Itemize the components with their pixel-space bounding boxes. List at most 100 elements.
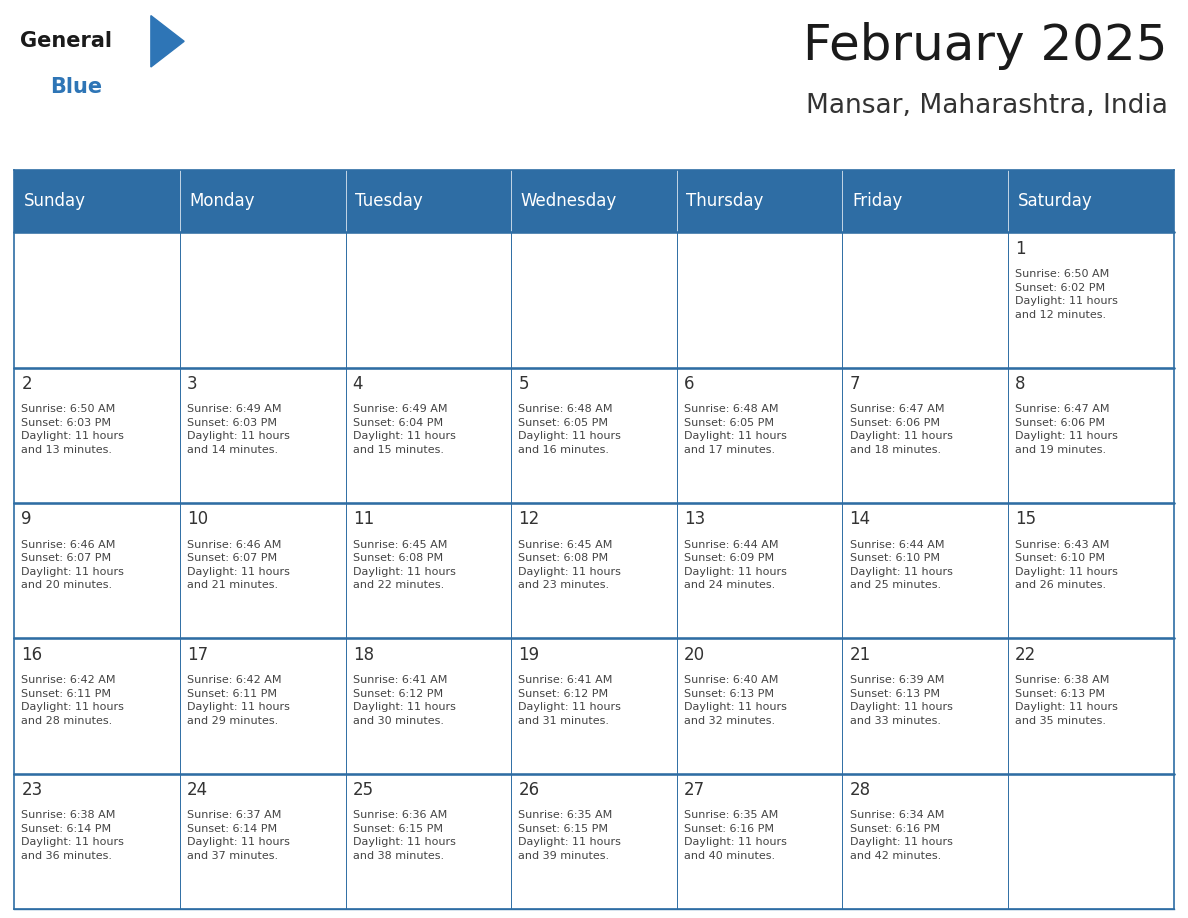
Bar (677, 638, 842, 774)
Bar (179, 367, 346, 503)
Text: Sunrise: 6:40 AM
Sunset: 6:13 PM
Daylight: 11 hours
and 32 minutes.: Sunrise: 6:40 AM Sunset: 6:13 PM Dayligh… (684, 675, 786, 726)
Text: Sunrise: 6:43 AM
Sunset: 6:10 PM
Daylight: 11 hours
and 26 minutes.: Sunrise: 6:43 AM Sunset: 6:10 PM Dayligh… (1016, 540, 1118, 590)
Text: Sunrise: 6:36 AM
Sunset: 6:15 PM
Daylight: 11 hours
and 38 minutes.: Sunrise: 6:36 AM Sunset: 6:15 PM Dayligh… (353, 811, 455, 861)
Bar (14, 232, 179, 367)
Text: Sunrise: 6:49 AM
Sunset: 6:03 PM
Daylight: 11 hours
and 14 minutes.: Sunrise: 6:49 AM Sunset: 6:03 PM Dayligh… (187, 404, 290, 455)
Text: 11: 11 (353, 510, 374, 528)
Text: 6: 6 (684, 375, 695, 393)
Text: Sunrise: 6:44 AM
Sunset: 6:09 PM
Daylight: 11 hours
and 24 minutes.: Sunrise: 6:44 AM Sunset: 6:09 PM Dayligh… (684, 540, 786, 590)
Text: 4: 4 (353, 375, 364, 393)
Bar (179, 638, 346, 774)
Text: Sunrise: 6:41 AM
Sunset: 6:12 PM
Daylight: 11 hours
and 30 minutes.: Sunrise: 6:41 AM Sunset: 6:12 PM Dayligh… (353, 675, 455, 726)
Bar (14, 638, 179, 774)
Text: Sunrise: 6:35 AM
Sunset: 6:16 PM
Daylight: 11 hours
and 40 minutes.: Sunrise: 6:35 AM Sunset: 6:16 PM Dayligh… (684, 811, 786, 861)
Text: 20: 20 (684, 645, 704, 664)
Text: Sunrise: 6:39 AM
Sunset: 6:13 PM
Daylight: 11 hours
and 33 minutes.: Sunrise: 6:39 AM Sunset: 6:13 PM Dayligh… (849, 675, 953, 726)
Bar (842, 774, 1009, 909)
Bar (346, 232, 511, 367)
Bar (677, 232, 842, 367)
Text: Monday: Monday (189, 192, 255, 210)
Text: Saturday: Saturday (1018, 192, 1092, 210)
Bar (14, 774, 179, 909)
Text: Sunrise: 6:44 AM
Sunset: 6:10 PM
Daylight: 11 hours
and 25 minutes.: Sunrise: 6:44 AM Sunset: 6:10 PM Dayligh… (849, 540, 953, 590)
Text: 10: 10 (187, 510, 208, 528)
Text: Sunrise: 6:50 AM
Sunset: 6:02 PM
Daylight: 11 hours
and 12 minutes.: Sunrise: 6:50 AM Sunset: 6:02 PM Dayligh… (1016, 269, 1118, 319)
Text: 21: 21 (849, 645, 871, 664)
Text: Sunrise: 6:35 AM
Sunset: 6:15 PM
Daylight: 11 hours
and 39 minutes.: Sunrise: 6:35 AM Sunset: 6:15 PM Dayligh… (518, 811, 621, 861)
Text: 7: 7 (849, 375, 860, 393)
Text: 25: 25 (353, 781, 374, 799)
Text: 13: 13 (684, 510, 706, 528)
Bar (1009, 367, 1174, 503)
Text: Friday: Friday (852, 192, 902, 210)
Bar (1009, 774, 1174, 909)
Bar (1009, 638, 1174, 774)
Bar (1009, 503, 1174, 638)
Text: Sunday: Sunday (24, 192, 86, 210)
Text: 14: 14 (849, 510, 871, 528)
Text: 5: 5 (518, 375, 529, 393)
Text: 22: 22 (1016, 645, 1036, 664)
Bar (511, 503, 677, 638)
Text: 12: 12 (518, 510, 539, 528)
Text: 16: 16 (21, 645, 43, 664)
Bar (14, 170, 1174, 232)
Text: Sunrise: 6:46 AM
Sunset: 6:07 PM
Daylight: 11 hours
and 21 minutes.: Sunrise: 6:46 AM Sunset: 6:07 PM Dayligh… (187, 540, 290, 590)
Text: 8: 8 (1016, 375, 1025, 393)
Text: Sunrise: 6:34 AM
Sunset: 6:16 PM
Daylight: 11 hours
and 42 minutes.: Sunrise: 6:34 AM Sunset: 6:16 PM Dayligh… (849, 811, 953, 861)
Text: Sunrise: 6:42 AM
Sunset: 6:11 PM
Daylight: 11 hours
and 28 minutes.: Sunrise: 6:42 AM Sunset: 6:11 PM Dayligh… (21, 675, 125, 726)
Text: 18: 18 (353, 645, 374, 664)
Bar (677, 503, 842, 638)
Text: Sunrise: 6:47 AM
Sunset: 6:06 PM
Daylight: 11 hours
and 18 minutes.: Sunrise: 6:47 AM Sunset: 6:06 PM Dayligh… (849, 404, 953, 455)
Bar (511, 774, 677, 909)
Text: Sunrise: 6:45 AM
Sunset: 6:08 PM
Daylight: 11 hours
and 22 minutes.: Sunrise: 6:45 AM Sunset: 6:08 PM Dayligh… (353, 540, 455, 590)
Text: Wednesday: Wednesday (520, 192, 617, 210)
Bar (14, 503, 179, 638)
Text: Sunrise: 6:47 AM
Sunset: 6:06 PM
Daylight: 11 hours
and 19 minutes.: Sunrise: 6:47 AM Sunset: 6:06 PM Dayligh… (1016, 404, 1118, 455)
Text: Blue: Blue (50, 77, 102, 97)
Text: 1: 1 (1016, 240, 1026, 258)
Text: Sunrise: 6:37 AM
Sunset: 6:14 PM
Daylight: 11 hours
and 37 minutes.: Sunrise: 6:37 AM Sunset: 6:14 PM Dayligh… (187, 811, 290, 861)
Text: Sunrise: 6:45 AM
Sunset: 6:08 PM
Daylight: 11 hours
and 23 minutes.: Sunrise: 6:45 AM Sunset: 6:08 PM Dayligh… (518, 540, 621, 590)
Text: 26: 26 (518, 781, 539, 799)
Bar (511, 367, 677, 503)
Bar (511, 232, 677, 367)
Text: Sunrise: 6:48 AM
Sunset: 6:05 PM
Daylight: 11 hours
and 16 minutes.: Sunrise: 6:48 AM Sunset: 6:05 PM Dayligh… (518, 404, 621, 455)
Text: 19: 19 (518, 645, 539, 664)
Text: Sunrise: 6:38 AM
Sunset: 6:13 PM
Daylight: 11 hours
and 35 minutes.: Sunrise: 6:38 AM Sunset: 6:13 PM Dayligh… (1016, 675, 1118, 726)
Text: Tuesday: Tuesday (355, 192, 423, 210)
Text: 9: 9 (21, 510, 32, 528)
Text: Sunrise: 6:41 AM
Sunset: 6:12 PM
Daylight: 11 hours
and 31 minutes.: Sunrise: 6:41 AM Sunset: 6:12 PM Dayligh… (518, 675, 621, 726)
Bar (179, 503, 346, 638)
Bar (346, 367, 511, 503)
Text: 15: 15 (1016, 510, 1036, 528)
Text: 2: 2 (21, 375, 32, 393)
Bar (511, 638, 677, 774)
Text: Sunrise: 6:48 AM
Sunset: 6:05 PM
Daylight: 11 hours
and 17 minutes.: Sunrise: 6:48 AM Sunset: 6:05 PM Dayligh… (684, 404, 786, 455)
Bar (677, 367, 842, 503)
Text: 28: 28 (849, 781, 871, 799)
Text: Sunrise: 6:50 AM
Sunset: 6:03 PM
Daylight: 11 hours
and 13 minutes.: Sunrise: 6:50 AM Sunset: 6:03 PM Dayligh… (21, 404, 125, 455)
Bar (842, 232, 1009, 367)
Bar (14, 367, 179, 503)
Text: Sunrise: 6:42 AM
Sunset: 6:11 PM
Daylight: 11 hours
and 29 minutes.: Sunrise: 6:42 AM Sunset: 6:11 PM Dayligh… (187, 675, 290, 726)
Bar (1009, 232, 1174, 367)
Bar (677, 774, 842, 909)
Text: 3: 3 (187, 375, 197, 393)
Text: 23: 23 (21, 781, 43, 799)
Text: Sunrise: 6:49 AM
Sunset: 6:04 PM
Daylight: 11 hours
and 15 minutes.: Sunrise: 6:49 AM Sunset: 6:04 PM Dayligh… (353, 404, 455, 455)
Text: 24: 24 (187, 781, 208, 799)
Polygon shape (151, 16, 184, 67)
Text: General: General (20, 31, 112, 51)
Bar (179, 232, 346, 367)
Bar (842, 503, 1009, 638)
Bar (346, 774, 511, 909)
Text: 17: 17 (187, 645, 208, 664)
Text: February 2025: February 2025 (803, 22, 1168, 70)
Text: Sunrise: 6:46 AM
Sunset: 6:07 PM
Daylight: 11 hours
and 20 minutes.: Sunrise: 6:46 AM Sunset: 6:07 PM Dayligh… (21, 540, 125, 590)
Bar (346, 638, 511, 774)
Text: Thursday: Thursday (687, 192, 764, 210)
Text: Sunrise: 6:38 AM
Sunset: 6:14 PM
Daylight: 11 hours
and 36 minutes.: Sunrise: 6:38 AM Sunset: 6:14 PM Dayligh… (21, 811, 125, 861)
Bar (842, 367, 1009, 503)
Bar (842, 638, 1009, 774)
